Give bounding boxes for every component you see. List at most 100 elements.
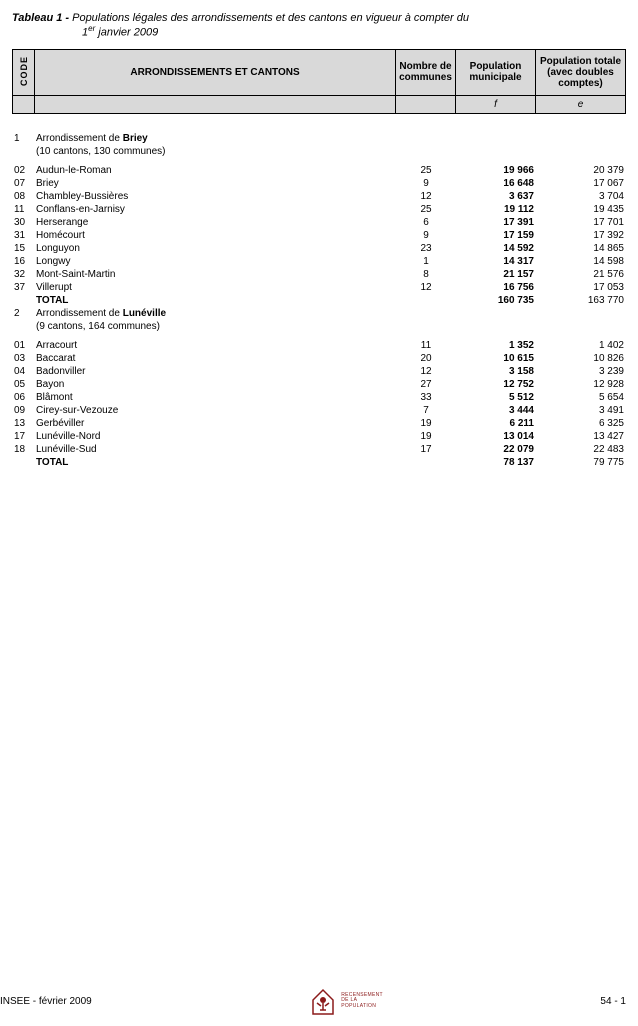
cell-code: 09 xyxy=(12,404,34,417)
cell-pm: 17 391 xyxy=(456,216,536,229)
table-row: 04Badonviller123 1583 239 xyxy=(12,365,626,378)
cell-pt: 17 701 xyxy=(536,216,626,229)
arr-num: 2 xyxy=(12,307,34,320)
total-row: TOTAL160 735163 770 xyxy=(12,294,626,307)
table-row: 17Lunéville-Nord1913 01413 427 xyxy=(12,430,626,443)
table-row: 32Mont-Saint-Martin821 15721 576 xyxy=(12,268,626,281)
cell-nb: 19 xyxy=(396,430,456,443)
cell-pm: 16 756 xyxy=(456,281,536,294)
cell-code: 30 xyxy=(12,216,34,229)
cell-pm: 3 158 xyxy=(456,365,536,378)
cell-pm: 22 079 xyxy=(456,443,536,456)
table-row: 37Villerupt1216 75617 053 xyxy=(12,281,626,294)
total-pt: 163 770 xyxy=(536,294,626,307)
cell-code: 31 xyxy=(12,229,34,242)
table-title: Tableau 1 - Populations légales des arro… xyxy=(12,12,626,39)
cell-nb: 7 xyxy=(396,404,456,417)
cell-pm: 6 211 xyxy=(456,417,536,430)
cell-name: Herserange xyxy=(34,216,396,229)
table-row: 30Herserange617 39117 701 xyxy=(12,216,626,229)
cell-name: Chambley-Bussières xyxy=(34,190,396,203)
footer-left: INSEE - février 2009 xyxy=(0,996,92,1007)
cell-nb: 23 xyxy=(396,242,456,255)
cell-name: Baccarat xyxy=(34,352,396,365)
cell-code: 07 xyxy=(12,177,34,190)
cell-nb: 19 xyxy=(396,417,456,430)
table-row: 03Baccarat2010 61510 826 xyxy=(12,352,626,365)
arr-sub: (10 cantons, 130 communes) xyxy=(34,145,396,158)
cell-pt: 3 239 xyxy=(536,365,626,378)
total-label: TOTAL xyxy=(34,456,396,469)
table-row: 02Audun-le-Roman2519 96620 379 xyxy=(12,164,626,177)
cell-code: 02 xyxy=(12,164,34,177)
cell-nb: 11 xyxy=(396,339,456,352)
cell-name: Homécourt xyxy=(34,229,396,242)
title-line2: 1er janvier 2009 xyxy=(12,24,626,39)
total-label: TOTAL xyxy=(34,294,396,307)
arr-title: Arrondissement de Briey xyxy=(34,132,396,145)
arrondissement-header: 1Arrondissement de Briey xyxy=(12,132,626,145)
page-footer: INSEE - février 2009 RECENSEMENT DE LA P… xyxy=(0,986,638,1016)
cell-pm: 19 966 xyxy=(456,164,536,177)
cell-pm: 16 648 xyxy=(456,177,536,190)
cell-nb: 1 xyxy=(396,255,456,268)
cell-nb: 6 xyxy=(396,216,456,229)
arr-title: Arrondissement de Lunéville xyxy=(34,307,396,320)
cell-nb: 20 xyxy=(396,352,456,365)
cell-name: Arracourt xyxy=(34,339,396,352)
cell-code: 04 xyxy=(12,365,34,378)
cell-pt: 3 704 xyxy=(536,190,626,203)
cell-pt: 20 379 xyxy=(536,164,626,177)
cell-pm: 3 637 xyxy=(456,190,536,203)
cell-code: 32 xyxy=(12,268,34,281)
cell-pm: 17 159 xyxy=(456,229,536,242)
cell-nb: 27 xyxy=(396,378,456,391)
cell-code: 18 xyxy=(12,443,34,456)
cell-pt: 17 392 xyxy=(536,229,626,242)
col-header-nb: Nombre de communes xyxy=(396,49,456,95)
subheader-empty xyxy=(35,95,396,113)
arrondissement-sub: (10 cantons, 130 communes) xyxy=(12,145,626,158)
cell-pt: 14 598 xyxy=(536,255,626,268)
cell-name: Briey xyxy=(34,177,396,190)
cell-code: 17 xyxy=(12,430,34,443)
cell-nb: 12 xyxy=(396,281,456,294)
cell-name: Audun-le-Roman xyxy=(34,164,396,177)
cell-nb: 17 xyxy=(396,443,456,456)
cell-pt: 14 865 xyxy=(536,242,626,255)
table-row: 11Conflans-en-Jarnisy2519 11219 435 xyxy=(12,203,626,216)
arr-num: 1 xyxy=(12,132,34,145)
cell-name: Conflans-en-Jarnisy xyxy=(34,203,396,216)
arrondissement-sub: (9 cantons, 164 communes) xyxy=(12,320,626,333)
cell-nb: 9 xyxy=(396,229,456,242)
data-table: 1Arrondissement de Briey(10 cantons, 130… xyxy=(12,132,626,469)
cell-pm: 19 112 xyxy=(456,203,536,216)
table-row: 08Chambley-Bussières123 6373 704 xyxy=(12,190,626,203)
cell-pt: 17 053 xyxy=(536,281,626,294)
cell-nb: 25 xyxy=(396,164,456,177)
cell-code: 05 xyxy=(12,378,34,391)
cell-code: 08 xyxy=(12,190,34,203)
table-row: 09Cirey-sur-Vezouze73 4443 491 xyxy=(12,404,626,417)
cell-pm: 3 444 xyxy=(456,404,536,417)
cell-pt: 17 067 xyxy=(536,177,626,190)
cell-name: Bayon xyxy=(34,378,396,391)
cell-pt: 6 325 xyxy=(536,417,626,430)
logo-text: RECENSEMENT DE LA POPULATION xyxy=(341,993,383,1010)
arr-sub: (9 cantons, 164 communes) xyxy=(34,320,396,333)
cell-nb: 12 xyxy=(396,190,456,203)
cell-code: 16 xyxy=(12,255,34,268)
cell-code: 03 xyxy=(12,352,34,365)
cell-name: Badonviller xyxy=(34,365,396,378)
cell-code: 11 xyxy=(12,203,34,216)
table-row: 31Homécourt917 15917 392 xyxy=(12,229,626,242)
col-header-code: CODE xyxy=(13,49,35,95)
cell-pm: 5 512 xyxy=(456,391,536,404)
cell-name: Cirey-sur-Vezouze xyxy=(34,404,396,417)
cell-name: Longwy xyxy=(34,255,396,268)
cell-nb: 25 xyxy=(396,203,456,216)
cell-nb: 12 xyxy=(396,365,456,378)
title-line1: Populations légales des arrondissements … xyxy=(72,12,469,24)
footer-right: 54 - 1 xyxy=(600,996,638,1007)
cell-pt: 10 826 xyxy=(536,352,626,365)
